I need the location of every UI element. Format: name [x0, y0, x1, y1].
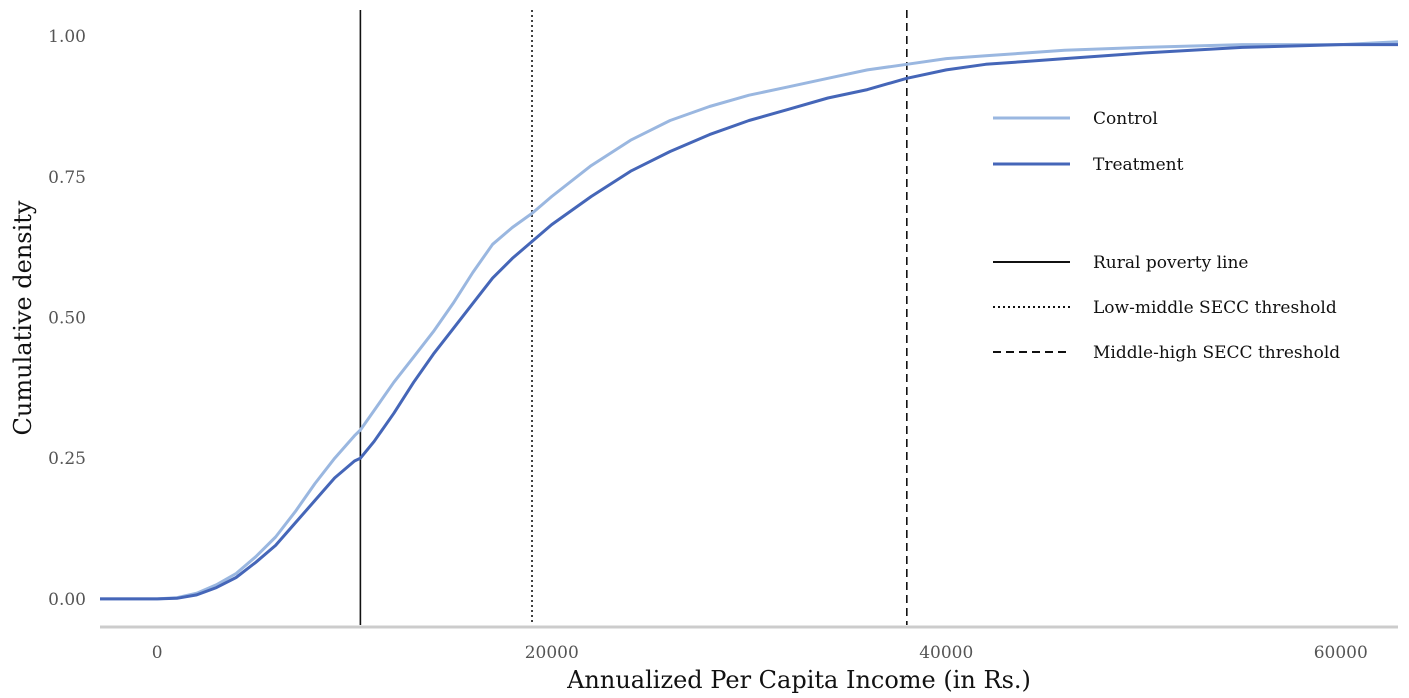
legend-label-dotted: Low-middle SECC threshold — [1093, 298, 1337, 318]
y-axis-title: Cumulative density — [9, 200, 37, 435]
series-line-treatment — [100, 43, 1398, 601]
legend-label-solid: Rural poverty line — [1093, 253, 1248, 273]
x-axis-title: Annualized Per Capita Income (in Rs.) — [566, 666, 1031, 694]
y-tick-label: 1.00 — [48, 27, 86, 47]
y-tick-label: 0.50 — [48, 309, 86, 329]
legend-label-dashed: Middle-high SECC threshold — [1093, 343, 1340, 363]
series-line-control — [100, 40, 1399, 601]
x-tick-label: 20000 — [525, 643, 579, 663]
x-tick-label: 60000 — [1314, 643, 1368, 663]
y-tick-label: 0.25 — [48, 449, 86, 469]
x-tick-label: 40000 — [919, 643, 973, 663]
y-tick-label: 0.75 — [48, 168, 86, 188]
legend-label-treatment: Treatment — [1093, 155, 1184, 175]
y-tick-label: 0.00 — [48, 590, 86, 610]
legend-label-control: Control — [1093, 109, 1158, 129]
x-tick-label: 0 — [152, 643, 163, 663]
